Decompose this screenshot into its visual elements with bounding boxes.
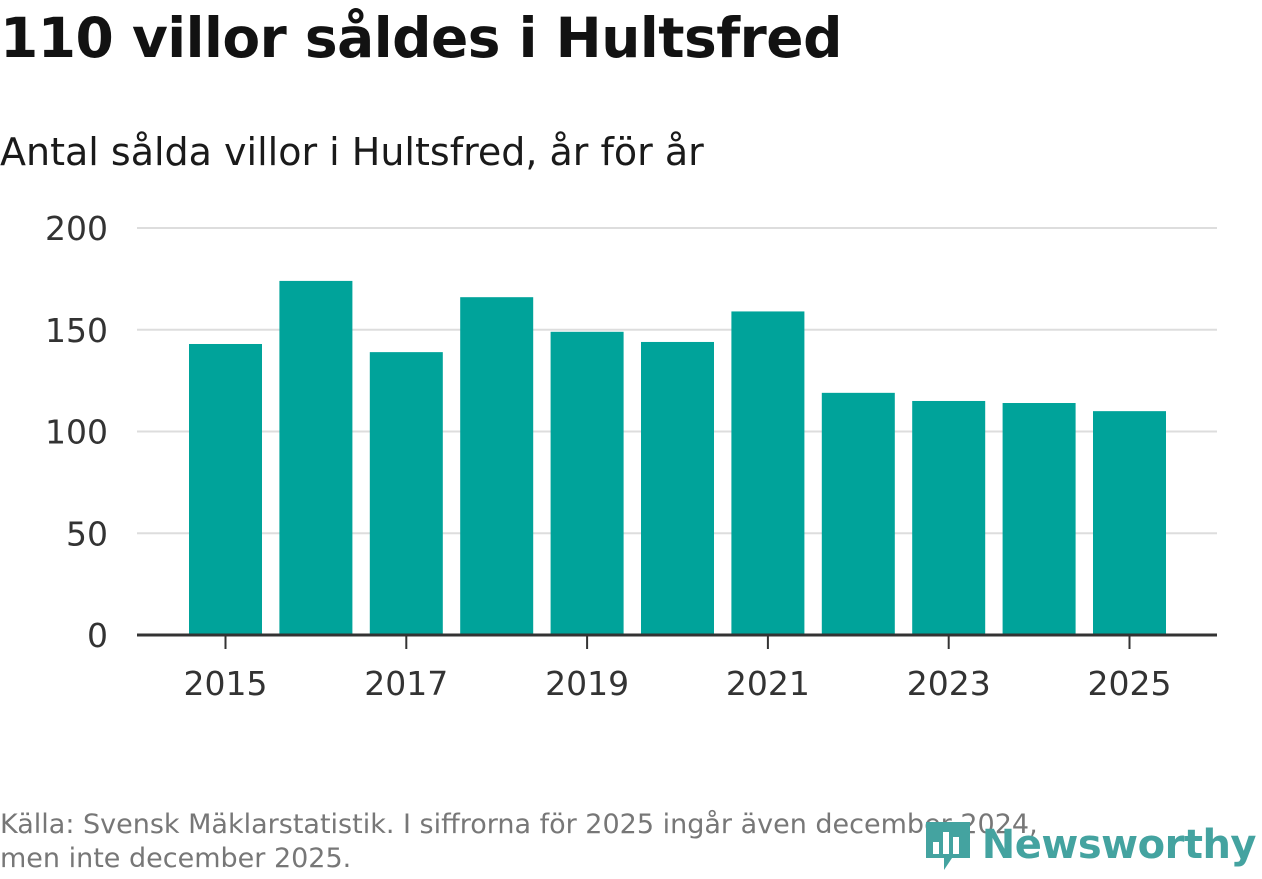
bar-chart-pin-icon (925, 822, 970, 870)
y-tick-label-100: 100 (45, 413, 108, 452)
bar-2019 (550, 331, 624, 635)
bar-2023 (912, 400, 986, 635)
x-tick-label-2015: 2015 (184, 664, 268, 703)
source-line-1: Källa: Svensk Mäklarstatistik. I siffror… (0, 809, 1038, 840)
x-tick-label-2021: 2021 (726, 664, 810, 703)
bar-2018 (460, 297, 534, 635)
x-tick-label-2019: 2019 (545, 664, 629, 703)
brand-name: Newsworthy (981, 822, 1257, 868)
chart-subtitle: Antal sålda villor i Hultsfred, år för å… (0, 130, 704, 174)
y-tick-label-200: 200 (45, 209, 108, 248)
x-tick-label-2023: 2023 (907, 664, 991, 703)
bar-2021 (731, 311, 805, 635)
source-note: Källa: Svensk Mäklarstatistik. I siffror… (0, 808, 1200, 876)
y-tick-label-0: 0 (87, 616, 108, 655)
bar-2020 (641, 341, 714, 635)
bar-2024 (1002, 403, 1076, 635)
brand-logo: Newsworthy (922, 818, 1257, 872)
source-line-2: men inte december 2025. (0, 843, 352, 874)
bar-2025 (1093, 411, 1166, 635)
bar-2017 (369, 352, 443, 635)
chart-title: 110 villor såldes i Hultsfred (0, 6, 842, 70)
bar-2015 (189, 343, 262, 635)
bar-2022 (821, 392, 895, 635)
y-tick-label-150: 150 (45, 311, 108, 350)
x-tick-label-2025: 2025 (1088, 664, 1172, 703)
bar-2016 (279, 280, 353, 635)
x-tick-label-2017: 2017 (364, 664, 448, 703)
y-tick-label-50: 50 (66, 514, 108, 553)
